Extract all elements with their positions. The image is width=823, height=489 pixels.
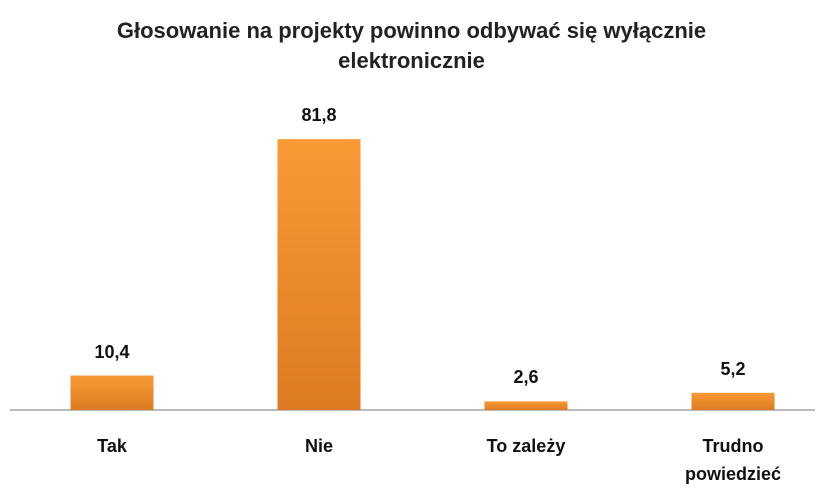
bar <box>691 392 775 410</box>
bar <box>484 401 568 410</box>
bar <box>70 375 154 410</box>
value-label: 5,2 <box>720 358 746 379</box>
x-tick-label: Nie <box>304 436 333 456</box>
value-label: 10,4 <box>94 341 130 362</box>
x-tick-label: To zależy <box>486 436 566 456</box>
x-tick-label: Trudno powiedzieć <box>684 436 782 484</box>
x-tick-label: Tak <box>97 436 127 456</box>
value-label: 81,8 <box>301 105 337 126</box>
value-label: 2,6 <box>513 367 539 388</box>
chart-title: Głosowanie na projekty powinno odbywać s… <box>116 18 707 73</box>
bar <box>277 139 361 410</box>
